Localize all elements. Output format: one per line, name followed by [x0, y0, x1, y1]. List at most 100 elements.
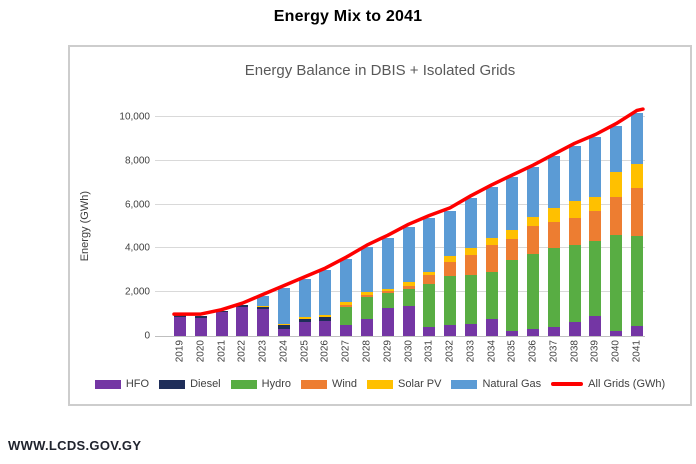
- bar-2033: [464, 117, 477, 336]
- bar-segment-natural-gas: [277, 287, 290, 324]
- legend-item-solar-pv: Solar PV: [367, 378, 441, 390]
- bar-segment-hydro: [464, 274, 477, 324]
- all-grids-line-path: [172, 107, 645, 316]
- y-tick-label: 8,000: [124, 155, 150, 167]
- bar-segment-wind: [506, 239, 519, 260]
- bar-segment-hfo: [340, 325, 353, 336]
- gridline-6000: [155, 203, 645, 205]
- bar-segment-natural-gas: [485, 187, 498, 239]
- bar-segment-hfo: [568, 322, 581, 336]
- x-tick-label-2038: 2038: [569, 340, 581, 363]
- footer-url: WWW.LCDS.GOV.GY: [8, 438, 142, 453]
- page-title: Energy Mix to 2041: [273, 8, 423, 25]
- bar-segment-natural-gas: [527, 167, 540, 218]
- bar-segment-solar-pv: [506, 229, 519, 239]
- x-tick-label-2022: 2022: [236, 340, 248, 363]
- bar-segment-hfo: [215, 312, 228, 336]
- bar-segment-hydro: [547, 248, 560, 327]
- bar-segment-diesel: [236, 304, 249, 308]
- bar-2030: [402, 117, 415, 336]
- bar-segment-natural-gas: [423, 217, 436, 273]
- bar-segment-hfo: [506, 331, 519, 336]
- legend-swatch-icon: [159, 379, 186, 389]
- bar-2025: [298, 117, 311, 336]
- bar-segment-natural-gas: [464, 198, 477, 249]
- x-tick-label-2021: 2021: [216, 340, 228, 363]
- bar-segment-wind: [527, 225, 540, 254]
- bar-2032: [444, 117, 457, 336]
- bar-segment-hfo: [610, 331, 623, 336]
- x-tick-label-2023: 2023: [257, 340, 269, 363]
- bar-segment-wind: [589, 210, 602, 241]
- bar-segment-wind: [547, 221, 560, 249]
- bar-2037: [547, 117, 560, 336]
- gridline-8000: [155, 159, 645, 161]
- bar-segment-natural-gas: [610, 125, 623, 173]
- bar-segment-solar-pv: [402, 282, 415, 286]
- x-tick-label-2028: 2028: [361, 340, 373, 363]
- bar-segment-hydro: [423, 283, 436, 327]
- legend-label: HFO: [125, 378, 150, 390]
- x-tick-label-2026: 2026: [319, 340, 331, 363]
- bar-segment-hydro: [340, 307, 353, 326]
- bar-2026: [319, 117, 332, 336]
- bar-2038: [568, 117, 581, 336]
- bar-2029: [381, 117, 394, 336]
- x-tick-label-2029: 2029: [382, 340, 394, 363]
- legend-item-diesel: Diesel: [159, 378, 221, 390]
- x-tick-label-2027: 2027: [340, 340, 352, 363]
- bar-2023: [257, 117, 270, 336]
- x-tick-label-2032: 2032: [444, 340, 456, 363]
- legend-label: Solar PV: [398, 378, 442, 390]
- legend-swatch-icon: [451, 379, 478, 389]
- bar-segment-solar-pv: [257, 305, 270, 308]
- bar-segment-solar-pv: [381, 288, 394, 291]
- plot-area: [155, 107, 645, 337]
- bar-2035: [506, 117, 519, 336]
- gridline-2000: [155, 291, 645, 293]
- legend-label: Diesel: [190, 378, 221, 390]
- bar-segment-solar-pv: [423, 272, 436, 276]
- x-tick-label-2019: 2019: [174, 340, 186, 363]
- bar-2022: [236, 117, 249, 336]
- x-tick-label-2040: 2040: [610, 340, 622, 363]
- bar-segment-hfo: [236, 307, 249, 336]
- bar-segment-hfo: [444, 325, 457, 336]
- bar-segment-natural-gas: [568, 145, 581, 202]
- bar-segment-wind: [610, 197, 623, 236]
- x-tick-label-2030: 2030: [403, 340, 414, 363]
- bar-segment-hfo: [631, 325, 643, 336]
- bar-segment-hfo: [464, 323, 477, 336]
- bar-segment-hfo: [360, 318, 373, 336]
- bar-segment-wind: [464, 255, 477, 275]
- bar-2028: [360, 117, 373, 336]
- bar-segment-hydro: [444, 276, 457, 326]
- bar-2034: [485, 117, 498, 336]
- y-tick-label: 10,000: [119, 111, 150, 123]
- bar-segment-hydro: [610, 235, 623, 331]
- bar-segment-solar-pv: [298, 316, 311, 319]
- bar-segment-hfo: [277, 328, 290, 336]
- x-tick-label-2020: 2020: [195, 340, 207, 363]
- bar-2039: [589, 117, 602, 336]
- bar-segment-solar-pv: [444, 256, 457, 262]
- bar-segment-natural-gas: [340, 259, 353, 303]
- legend-swatch-icon: [300, 379, 327, 389]
- bar-segment-hfo: [319, 320, 332, 336]
- x-tick-label-2036: 2036: [527, 340, 539, 363]
- y-axis-title-text: Energy (GWh): [79, 191, 91, 262]
- bar-segment-hydro: [402, 288, 415, 307]
- bar-segment-hfo: [485, 318, 498, 336]
- bar-segment-solar-pv: [340, 302, 353, 305]
- bar-segment-wind: [568, 217, 581, 246]
- bar-segment-hfo: [194, 317, 207, 336]
- legend-label: Hydro: [261, 378, 291, 390]
- bar-segment-hfo: [298, 321, 311, 336]
- legend-label: Natural Gas: [482, 378, 542, 390]
- chart-card: Energy Balance in DBIS + Isolated Grids …: [68, 45, 692, 406]
- bar-segment-natural-gas: [360, 247, 373, 292]
- bar-segment-solar-pv: [319, 314, 332, 317]
- bar-2040: [610, 117, 623, 336]
- bar-segment-hydro: [506, 259, 519, 332]
- bar-segment-hfo: [402, 306, 415, 336]
